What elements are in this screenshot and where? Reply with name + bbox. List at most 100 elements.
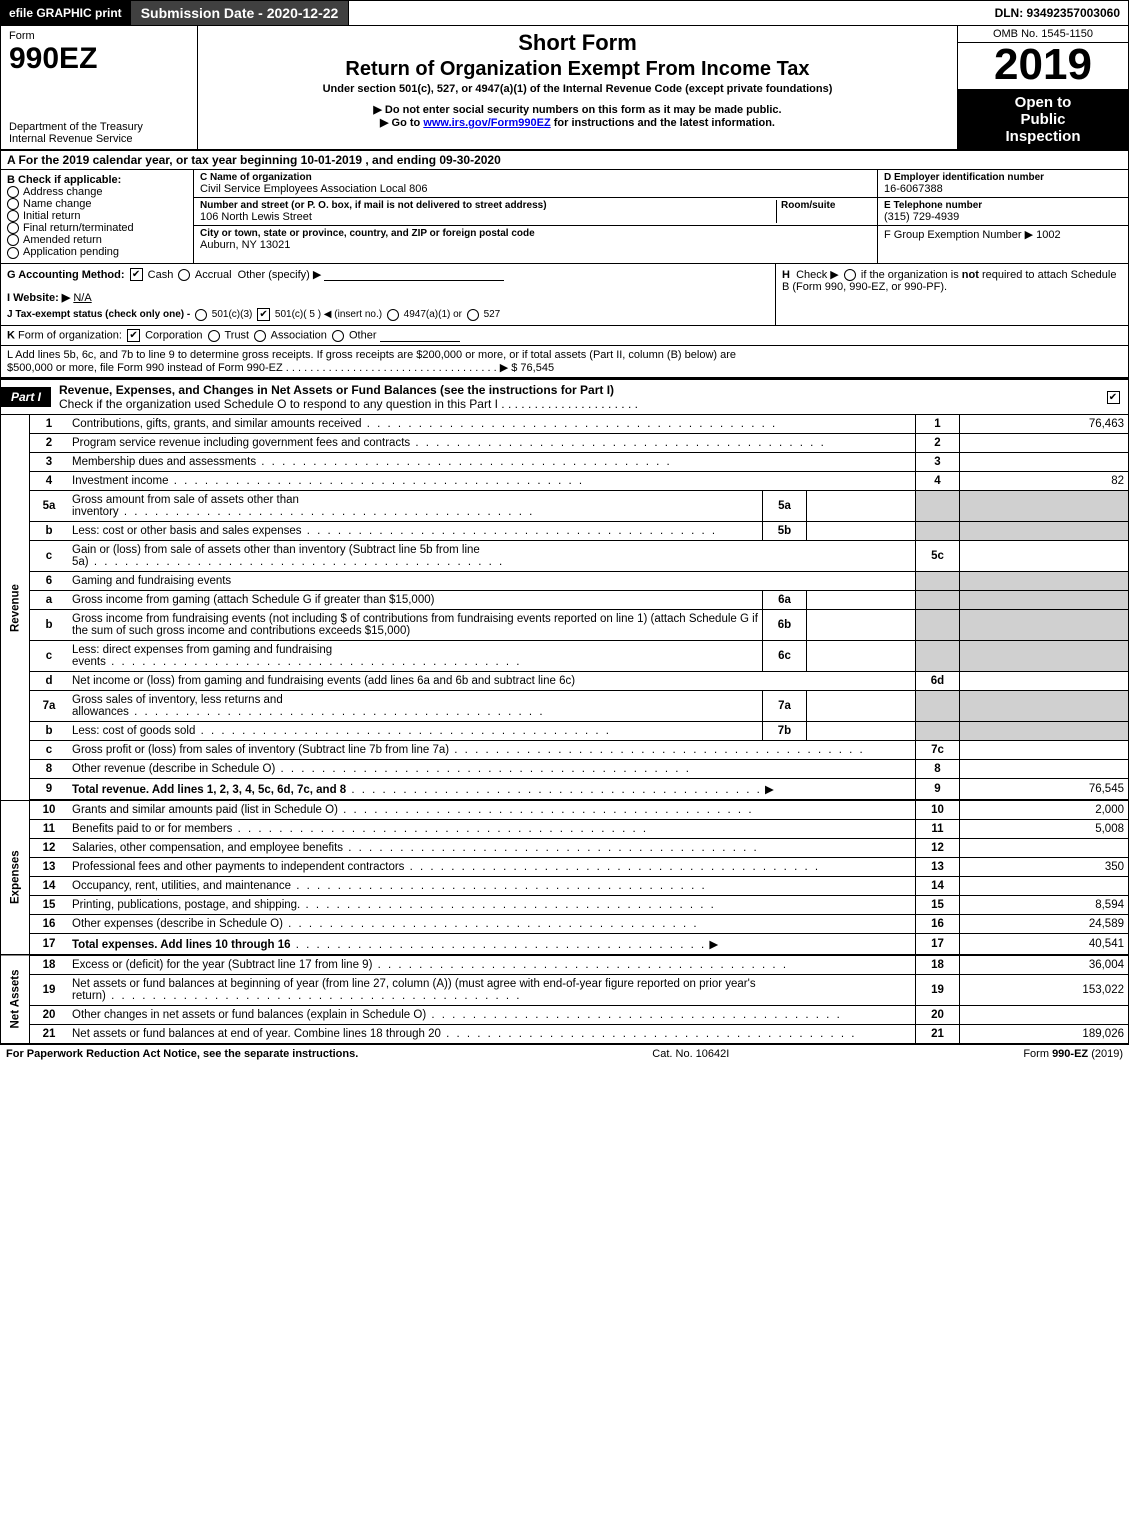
ln-16: 16: [30, 915, 69, 934]
chk-501c3[interactable]: [195, 309, 207, 321]
ln-20: 20: [30, 1006, 69, 1025]
j-501c3: 501(c)(3): [212, 309, 253, 320]
row-6b: b Gross income from fundraising events (…: [1, 610, 1129, 641]
open-line2: Public: [1020, 111, 1065, 128]
amt-3: [960, 453, 1129, 472]
part1-schedule-o-chk[interactable]: [1098, 390, 1128, 404]
amt-4: 82: [960, 472, 1129, 491]
g-label: G Accounting Method:: [7, 269, 125, 281]
amt-12: [960, 839, 1129, 858]
section-b-label: B Check if applicable:: [7, 174, 187, 186]
part-1-label: Part I: [1, 387, 51, 407]
chk-address-change[interactable]: Address change: [7, 186, 187, 198]
row-16: 16 Other expenses (describe in Schedule …: [1, 915, 1129, 934]
row-20: 20 Other changes in net assets or fund b…: [1, 1006, 1129, 1025]
ein-label: D Employer identification number: [884, 172, 1122, 183]
chk-corporation[interactable]: [127, 329, 140, 342]
sub-7b: 7b: [763, 722, 807, 741]
ln-8: 8: [30, 760, 69, 779]
desc-21: Net assets or fund balances at end of ye…: [72, 1028, 856, 1040]
dots-17: [291, 939, 707, 951]
line-j-tax-exempt: J Tax-exempt status (check only one) - 5…: [7, 308, 769, 321]
chk-other-org[interactable]: [332, 330, 344, 342]
row-7c: c Gross profit or (loss) from sales of i…: [1, 741, 1129, 760]
row-4: 4 Investment income 4 82: [1, 472, 1129, 491]
top-bar: efile GRAPHIC print Submission Date - 20…: [0, 0, 1129, 26]
open-to-public-inspection: Open to Public Inspection: [958, 90, 1128, 149]
num-16: 16: [916, 915, 960, 934]
desc-6c: Less: direct expenses from gaming and fu…: [72, 644, 522, 668]
desc-18: Excess or (deficit) for the year (Subtra…: [72, 959, 788, 971]
chk-accrual[interactable]: [178, 269, 190, 281]
chk-trust[interactable]: [208, 330, 220, 342]
do-not-enter-ssn: ▶ Do not enter social security numbers o…: [206, 103, 949, 116]
row-1: Revenue 1 Contributions, gifts, grants, …: [1, 415, 1129, 434]
amt-14: [960, 877, 1129, 896]
amt-2: [960, 434, 1129, 453]
desc-4: Investment income: [72, 475, 584, 487]
chk-amended-return[interactable]: Amended return: [7, 234, 187, 246]
num-7c: 7c: [916, 741, 960, 760]
ln-4: 4: [30, 472, 69, 491]
phone-value: (315) 729-4939: [884, 211, 959, 223]
chk-527[interactable]: [467, 309, 479, 321]
desc-9: Total revenue. Add lines 1, 2, 3, 4, 5c,…: [72, 784, 346, 796]
chk-name-change[interactable]: Name change: [7, 198, 187, 210]
footer-formid: Form 990-EZ (2019): [1023, 1048, 1123, 1060]
num-10: 10: [916, 800, 960, 820]
chk-schedule-b-not-req[interactable]: [844, 269, 856, 281]
grey-5a: [916, 491, 960, 522]
num-19: 19: [916, 975, 960, 1006]
org-addr-label: Number and street (or P. O. box, if mail…: [200, 200, 776, 211]
ln-5a: 5a: [30, 491, 69, 522]
amt-15: 8,594: [960, 896, 1129, 915]
section-b-checkboxes: B Check if applicable: Address change Na…: [1, 170, 194, 263]
j-label: J Tax-exempt status (check only one) -: [7, 309, 190, 320]
ln-6d: d: [30, 672, 69, 691]
ln-6c: c: [30, 641, 69, 672]
num-4: 4: [916, 472, 960, 491]
g-other-field[interactable]: [324, 268, 504, 281]
open-line1: Open to: [1015, 94, 1072, 111]
row-6d: d Net income or (loss) from gaming and f…: [1, 672, 1129, 691]
row-21: 21 Net assets or fund balances at end of…: [1, 1025, 1129, 1044]
num-15: 15: [916, 896, 960, 915]
org-city-value: Auburn, NY 13021: [200, 239, 290, 251]
amt-9: 76,545: [960, 779, 1129, 801]
chk-final-return[interactable]: Final return/terminated: [7, 222, 187, 234]
amt-7c: [960, 741, 1129, 760]
ln-19: 19: [30, 975, 69, 1006]
part1-table: Revenue 1 Contributions, gifts, grants, …: [0, 415, 1129, 1044]
desc-6a: Gross income from gaming (attach Schedul…: [68, 591, 763, 610]
row-8: 8 Other revenue (describe in Schedule O)…: [1, 760, 1129, 779]
chk-application-pending[interactable]: Application pending: [7, 246, 187, 258]
row-5c: c Gain or (loss) from sale of assets oth…: [1, 541, 1129, 572]
sub-5a: 5a: [763, 491, 807, 522]
org-address-cell: Number and street (or P. O. box, if mail…: [194, 198, 877, 226]
num-1: 1: [916, 415, 960, 434]
efile-graphic-print[interactable]: efile GRAPHIC print: [1, 1, 131, 25]
chk-cash[interactable]: [130, 268, 143, 281]
chk-association[interactable]: [254, 330, 266, 342]
irs-form-link[interactable]: www.irs.gov/Form990EZ: [423, 117, 550, 129]
grey-6b: [916, 610, 960, 641]
desc-13: Professional fees and other payments to …: [72, 861, 820, 873]
chk-4947[interactable]: [387, 309, 399, 321]
desc-16: Other expenses (describe in Schedule O): [72, 918, 699, 930]
line-i-website: I Website: ▶ N/A: [7, 291, 769, 304]
num-9: 9: [916, 779, 960, 801]
ln-7c: c: [30, 741, 69, 760]
num-20: 20: [916, 1006, 960, 1025]
line-l-gross-receipts: L Add lines 5b, 6c, and 7b to line 9 to …: [0, 346, 1129, 379]
chk-initial-return[interactable]: Initial return: [7, 210, 187, 222]
other-org-field[interactable]: [380, 329, 460, 342]
grey-5b: [916, 522, 960, 541]
check-icon: [1107, 391, 1120, 404]
row-3: 3 Membership dues and assessments 3: [1, 453, 1129, 472]
ln-14: 14: [30, 877, 69, 896]
amt-16: 24,589: [960, 915, 1129, 934]
desc-19: Net assets or fund balances at beginning…: [72, 978, 756, 1002]
row-6: 6 Gaming and fundraising events: [1, 572, 1129, 591]
chk-501c[interactable]: [257, 308, 270, 321]
amt-5c: [960, 541, 1129, 572]
